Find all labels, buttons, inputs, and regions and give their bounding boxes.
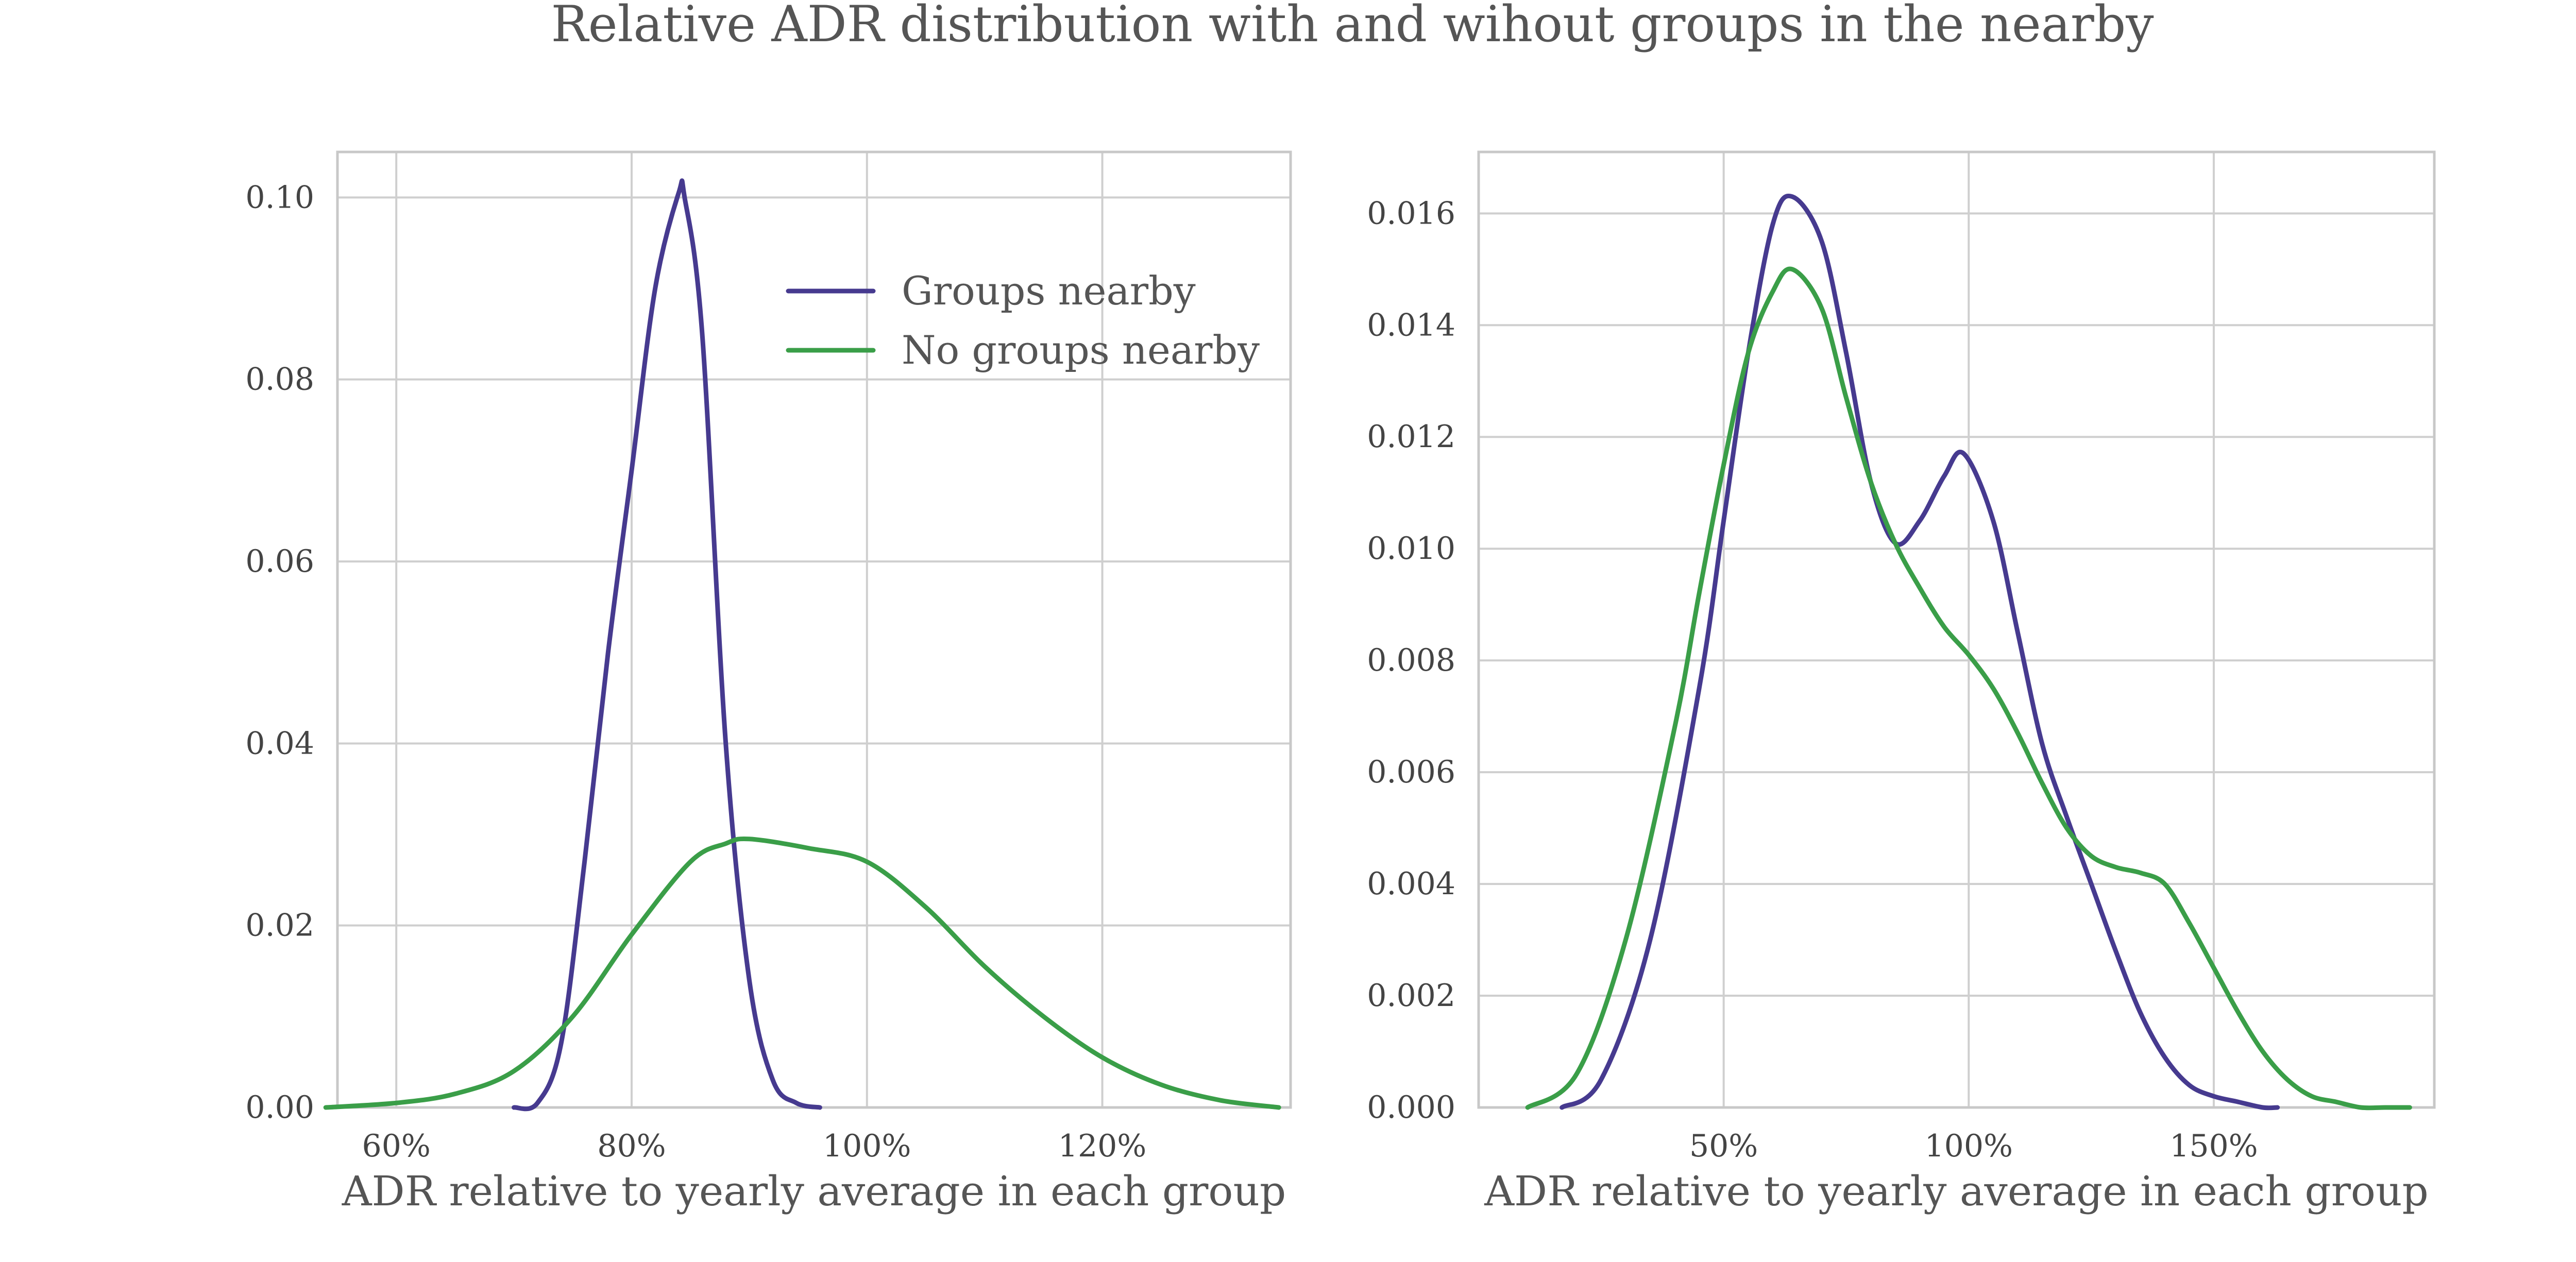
y-tick-label: 0.008: [1367, 642, 1455, 678]
x-tick-label: 60%: [362, 1128, 431, 1164]
y-tick-label: 0.06: [245, 543, 314, 579]
series-line-no-groups-nearby: [323, 836, 1281, 1110]
right-density-plot: 0.000 0.002 0.004 0.006 0.008 0.010 0.012 0.014…: [1367, 150, 2436, 1215]
y-tick-label: 0.014: [1367, 307, 1455, 343]
x-axis-label: ADR relative to yearly average in each g…: [342, 1167, 1286, 1215]
x-tick-label: 80%: [597, 1128, 666, 1164]
x-tick-label: 120%: [1058, 1128, 1147, 1164]
y-tick-label: 0.006: [1367, 754, 1455, 790]
y-tick-label: 0.002: [1367, 978, 1455, 1014]
y-tick-label: 0.04: [245, 725, 314, 761]
x-axis-label: ADR relative to yearly average in each g…: [1484, 1167, 2428, 1215]
plot-frame: [1477, 150, 2436, 1109]
figure-title: Relative ADR distribution with and wihou…: [551, 0, 2154, 53]
y-tick-label: 0.10: [245, 179, 314, 215]
x-tick-label: 100%: [823, 1128, 911, 1164]
x-tick-label: 50%: [1689, 1128, 1758, 1164]
y-tick-label: 0.000: [1367, 1089, 1455, 1125]
y-tick-label: 0.016: [1367, 195, 1455, 231]
legend-label-no-groups-nearby: No groups nearby: [902, 327, 1260, 373]
left-density-plot: 0.00 0.02 0.04 0.06 0.08 0.10 60% 80% 100% 120%AD…: [245, 150, 1292, 1215]
legend-label-groups-nearby: Groups nearby: [902, 268, 1196, 314]
y-tick-label: 0.012: [1367, 419, 1455, 455]
y-tick-label: 0.02: [245, 908, 314, 944]
legend: Groups nearby No groups nearby: [786, 268, 1260, 373]
series-line-groups-nearby: [512, 178, 822, 1112]
series-line-no-groups-nearby: [1525, 266, 2412, 1111]
series-line-groups-nearby: [1560, 194, 2280, 1111]
y-tick-label: 0.004: [1367, 866, 1455, 902]
y-tick-label: 0.08: [245, 362, 314, 398]
y-tick-label: 0.010: [1367, 531, 1455, 567]
x-tick-label: 150%: [2170, 1128, 2258, 1164]
x-tick-label: 100%: [1925, 1128, 2013, 1164]
y-tick-label: 0.00: [245, 1089, 314, 1125]
